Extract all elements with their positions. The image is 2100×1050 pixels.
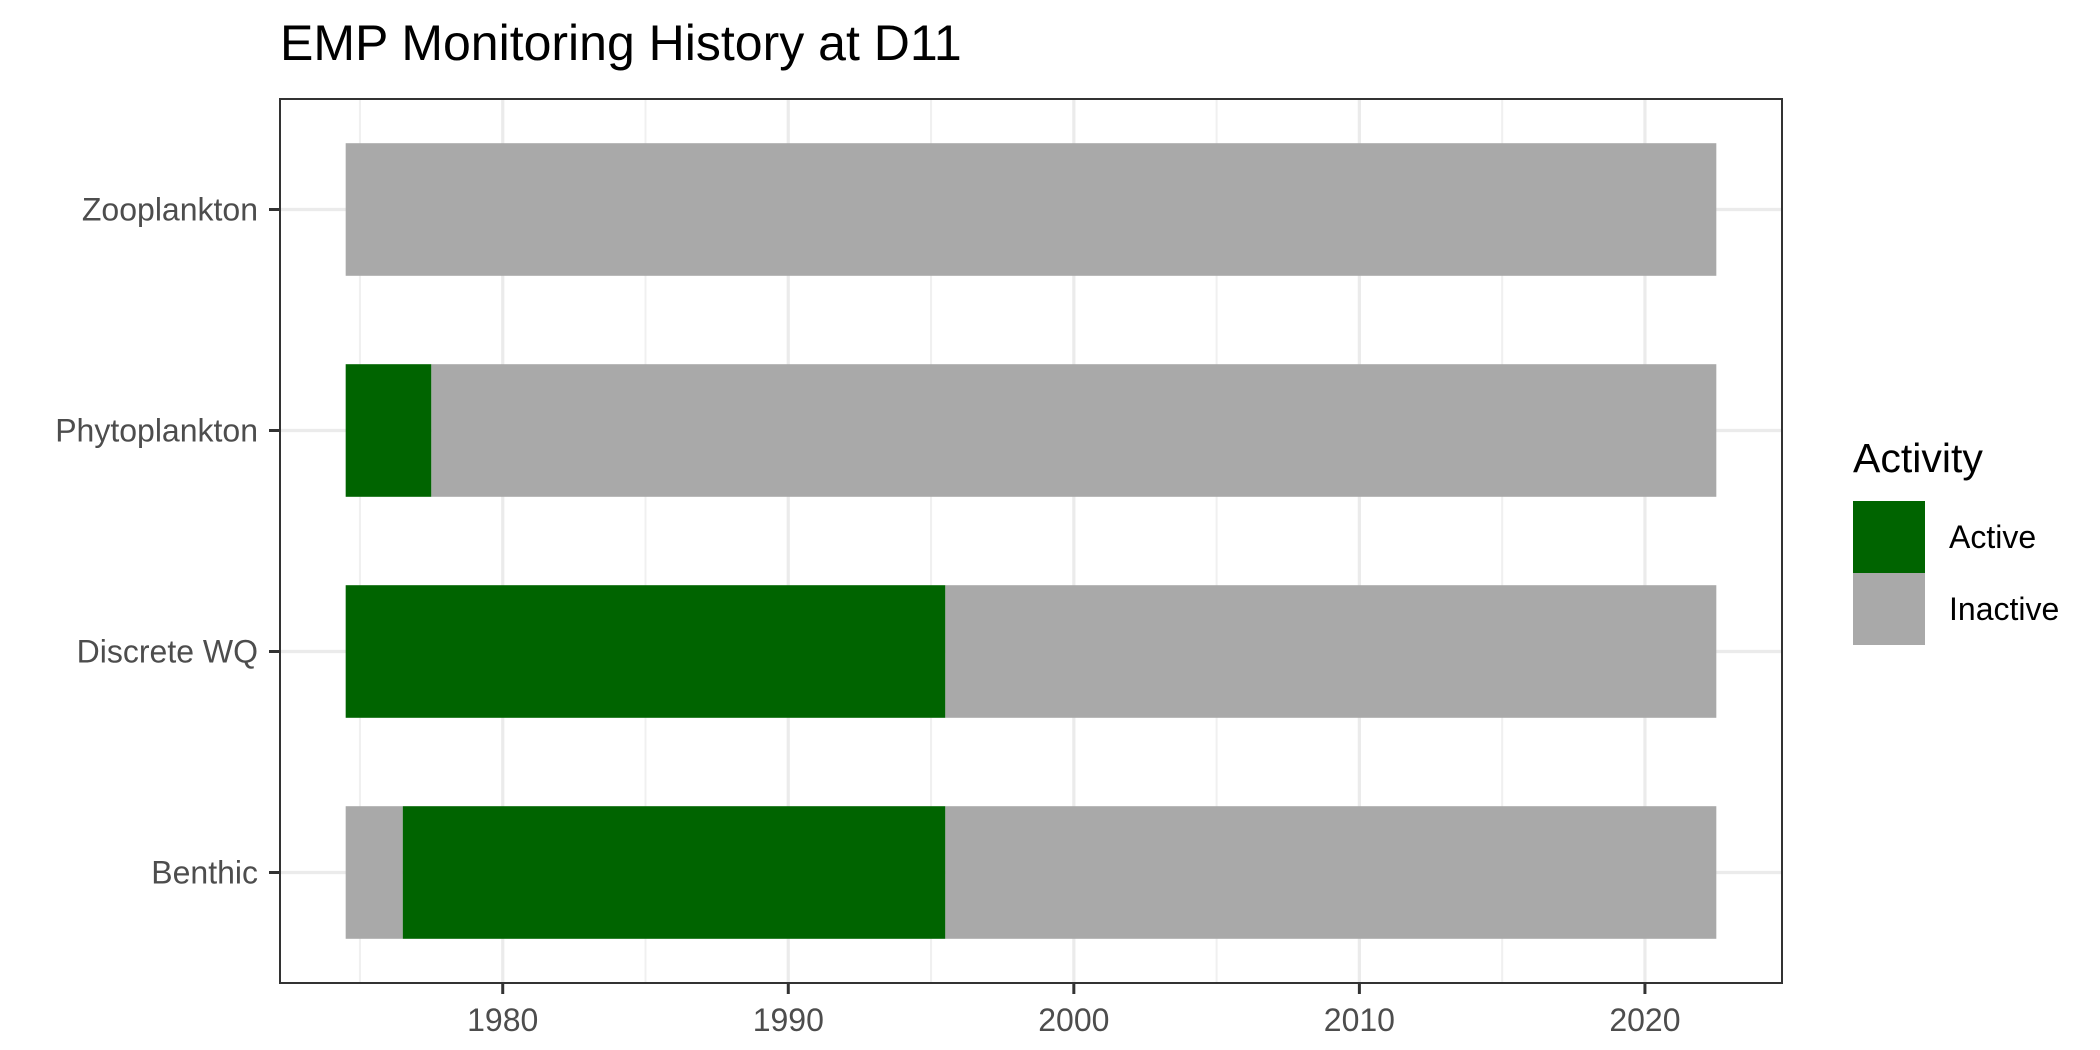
x-tick-label: 1990 — [753, 1002, 824, 1038]
x-tick-label: 2020 — [1609, 1002, 1680, 1038]
y-tick-label: Phytoplankton — [55, 413, 258, 449]
bar-segment-active — [402, 806, 946, 939]
legend-key-inactive — [1853, 573, 1925, 645]
y-tick-label: Discrete WQ — [77, 634, 258, 670]
legend-title: Activity — [1853, 435, 1983, 481]
x-tick-label: 2000 — [1038, 1002, 1109, 1038]
bar-segment-inactive — [945, 806, 1717, 939]
legend-label: Inactive — [1949, 591, 2059, 627]
bar-segment-inactive — [345, 806, 403, 939]
legend: Activity Active Inactive — [1853, 435, 2059, 645]
plot-border — [279, 98, 1783, 984]
bar-segment-active — [345, 364, 432, 497]
bar-segment-inactive — [345, 143, 1717, 276]
y-tick-label: Benthic — [151, 855, 258, 891]
legend-label: Active — [1949, 519, 2036, 555]
chart-title: EMP Monitoring History at D11 — [280, 15, 962, 71]
axes: Zooplankton Phytoplankton Discrete WQ Benth… — [55, 192, 1680, 1039]
y-tick-label: Zooplankton — [82, 192, 258, 228]
x-tick-label: 2010 — [1324, 1002, 1395, 1038]
bar-segment-inactive — [431, 364, 1717, 497]
legend-key-active — [1853, 501, 1925, 573]
bar-segment-active — [345, 585, 946, 718]
x-tick-label: 1980 — [467, 1002, 538, 1038]
bar-segment-inactive — [945, 585, 1717, 718]
bars — [345, 143, 1717, 939]
